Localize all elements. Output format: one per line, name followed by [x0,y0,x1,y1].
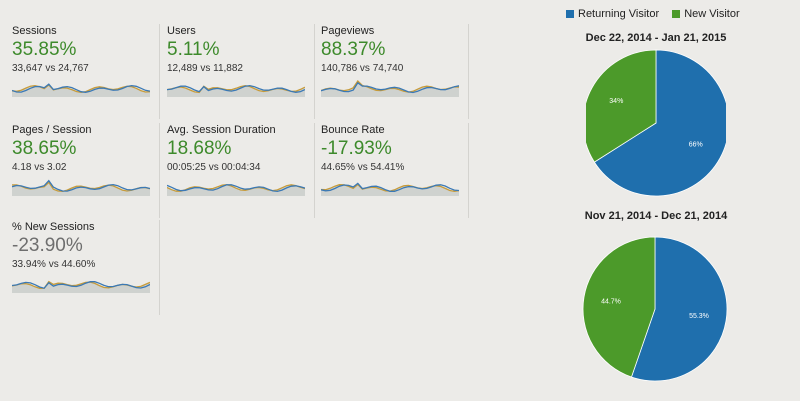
sparkline [12,79,150,97]
sparkline-line [12,281,150,289]
legend-item-new[interactable]: New Visitor [672,8,740,20]
metric-label: % New Sessions [12,221,95,233]
metric-new-sessions[interactable]: % New Sessions -23.90% 33.94% vs 44.60% [12,220,160,315]
legend-label: Returning Visitor [578,8,660,20]
sparkline [167,79,305,97]
metric-label: Pages / Session [12,124,92,136]
metric-pages-per-session[interactable]: Pages / Session 38.65% 4.18 vs 3.02 [12,123,160,218]
metric-value: 18.68% [167,138,232,159]
metric-pageviews[interactable]: Pageviews 88.37% 140,786 vs 74,740 [321,24,469,119]
pie-slice-returning [593,49,726,197]
sparkline-line [167,84,305,93]
metric-value: -23.90% [12,235,83,256]
sparkline-line [12,179,150,192]
sparkline-line [167,184,305,192]
sparkline-line [167,184,305,193]
metric-comparison: 12,489 vs 11,882 [167,63,243,74]
pie-slice-label: 66% [689,142,703,149]
metric-users[interactable]: Users 5.11% 12,489 vs 11,882 [167,24,315,119]
sparkline [321,79,459,97]
metric-comparison: 33.94% vs 44.60% [12,259,96,270]
sparkline [12,275,150,293]
sparkline-line [321,182,459,192]
metric-comparison: 33,647 vs 24,767 [12,63,89,74]
pie-slice-label: 55.3% [689,313,709,320]
pie-chart-previous: 55.3% 44.7% [582,236,728,382]
sparkline-area [167,85,305,97]
legend-item-returning[interactable]: Returning Visitor [566,8,659,20]
legend-swatch [566,10,574,18]
pie-slice-new [582,236,656,378]
pie-title: Dec 22, 2014 - Jan 21, 2015 [585,32,727,44]
metric-label: Pageviews [321,25,375,37]
pie-legend: Returning Visitor New Visitor [566,8,750,20]
sparkline-area [321,184,459,196]
metric-value: 35.85% [12,39,77,60]
tile-divider [159,123,160,218]
sparkline [321,178,459,196]
metric-comparison: 00:05:25 vs 00:04:34 [167,162,261,173]
pie-chart-current: 66% 34% [586,49,726,197]
sparkline [12,178,150,196]
legend-label: New Visitor [684,8,740,20]
legend-swatch [672,10,681,18]
metric-label: Avg. Session Duration [167,124,276,136]
tile-divider [314,123,315,218]
metric-avg-session-duration[interactable]: Avg. Session Duration 18.68% 00:05:25 vs… [167,123,315,218]
tile-divider [468,123,469,218]
sparkline-line [167,85,305,94]
metric-comparison: 44.65% vs 54.41% [321,162,405,173]
tile-divider [159,24,160,119]
sparkline-area [12,182,150,196]
sparkline [167,178,305,196]
metric-label: Sessions [12,25,57,37]
metric-label: Users [167,25,196,37]
tile-divider [468,24,469,119]
metric-value: -17.93% [321,138,392,159]
tile-divider [159,220,160,315]
tile-divider [314,24,315,119]
pie-slice-label: 34% [609,98,623,105]
metric-value: 38.65% [12,138,77,159]
sparkline-area [12,281,150,293]
pie-title: Nov 21, 2014 - Dec 21, 2014 [584,210,728,222]
sparkline-area [167,184,305,196]
sparkline-line [321,81,459,94]
metric-value: 88.37% [321,39,386,60]
metric-bounce-rate[interactable]: Bounce Rate -17.93% 44.65% vs 54.41% [321,123,469,218]
metric-label: Bounce Rate [321,124,385,136]
metric-comparison: 4.18 vs 3.02 [12,162,67,173]
metric-value: 5.11% [167,39,220,60]
pie-slice-label: 44.7% [601,298,621,305]
pie-slice-new [586,49,657,163]
metric-sessions[interactable]: Sessions 35.85% 33,647 vs 24,767 [12,24,160,119]
metric-comparison: 140,786 vs 74,740 [321,63,404,74]
sparkline-area [12,85,150,97]
sparkline-line [12,83,150,93]
